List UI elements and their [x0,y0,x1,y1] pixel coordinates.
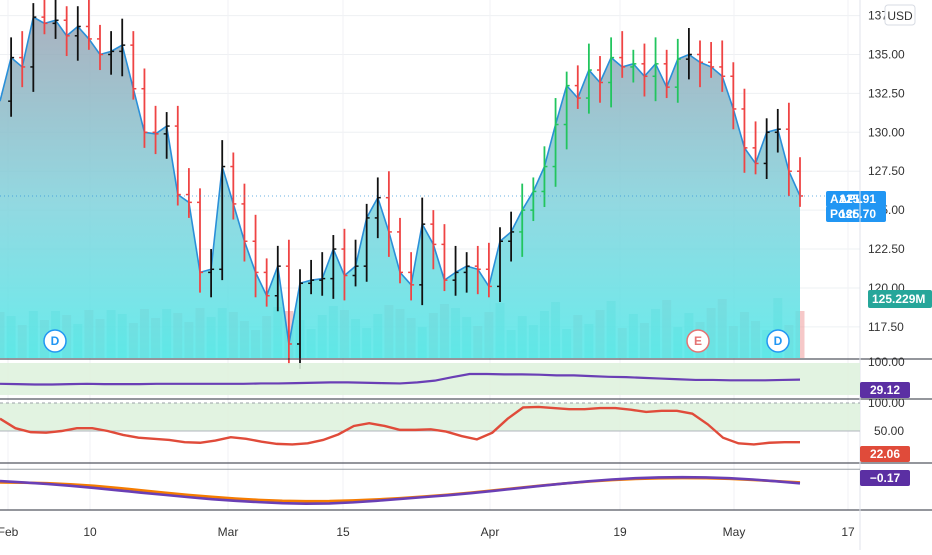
price-y-tick-label: 132.50 [868,86,905,100]
macd-value-tag [860,470,910,486]
last-price-value: 125.91 [839,192,876,206]
price-y-tick-label: 135.00 [868,47,905,61]
adx-line [0,372,801,386]
rsi-y-tick-label: 50.00 [874,424,904,438]
event-marker-circle [43,329,67,353]
volume-tag [868,290,932,308]
event-marker-label: E [694,334,702,348]
post-price-label: Post [830,207,856,221]
last-price-symbol: AAPL [830,192,863,206]
x-tick-label: May [723,525,746,539]
adx-value-tag [860,382,910,398]
post-price-tag [826,206,886,222]
last-price-tag [826,191,886,207]
adx-value-label: 29.12 [870,383,900,397]
x-tick-label: Mar [218,525,239,539]
rsi-value-tag [860,446,910,462]
price-y-tick-label: 122.50 [868,242,905,256]
currency-label: USD [887,9,913,23]
adx-y-tick-label: 100.00 [868,355,905,369]
rsi-band [0,403,860,431]
macd-value-label: −0.17 [870,471,901,485]
rsi-y-tick-label: 100.00 [868,396,905,410]
x-tick-label: 15 [336,525,350,539]
volume-tag-value: 125.229M [872,292,925,306]
price-y-tick-label: 117.50 [868,320,904,334]
event-marker-circle [766,329,790,353]
rsi-value-label: 22.06 [870,447,900,461]
x-tick-label: 17 [841,525,855,539]
x-tick-label: Feb [0,525,19,539]
post-price-value: 125.70 [839,207,876,221]
event-marker-label: D [51,334,60,348]
x-tick-label: 10 [83,525,97,539]
x-tick-label: Apr [481,525,500,539]
macd-line [0,475,801,505]
ohlc-bars [8,0,803,369]
price-y-tick-label: 130.00 [868,125,905,139]
adx-band [0,363,860,395]
price-area-fill [0,17,800,359]
x-tick-label: 19 [613,525,627,539]
price-y-tick-label: 127.50 [868,164,905,178]
currency-badge-box [884,4,916,26]
event-marker-circle [686,329,710,353]
event-marker-label: D [774,334,783,348]
currency-badge: USD [884,4,916,26]
rsi-line [0,405,800,446]
